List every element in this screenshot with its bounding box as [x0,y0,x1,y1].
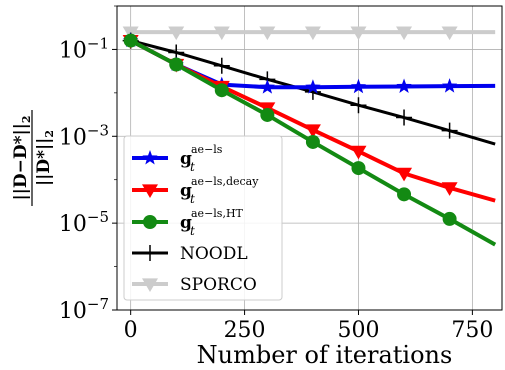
data-point-marker [350,26,367,41]
legend-label: g [180,213,192,233]
y-axis-label: ||D−D*||2||D*||2 [11,110,56,206]
series-g-2 [123,33,497,247]
data-point-marker [441,122,458,139]
y-tick-label: 10−5 [59,208,109,237]
x-tick-label: 250 [224,318,266,343]
data-point-marker [397,187,412,202]
data-point-marker [442,211,457,226]
legend-entry: SPORCO [132,275,257,295]
data-point-marker [442,78,458,93]
data-point-marker [441,182,458,196]
legend-marker [142,184,158,198]
legend-box [123,135,283,301]
legend-label-subscript: t [190,160,195,174]
data-point-marker [213,26,230,41]
legend-label: g [180,149,192,169]
data-point-marker [304,26,321,41]
legend-label: NOODL [180,244,248,264]
legend-entry: NOODL [132,244,248,264]
y-axis-ticks: 10−1 10−3 10−5 10−7 [59,5,117,324]
y-tick-label: 10−1 [59,34,109,63]
x-tick-label: 750 [451,318,493,343]
data-point-marker [168,26,185,41]
data-point-marker [350,78,367,94]
legend-label: g [180,181,192,201]
data-point-marker [396,109,413,126]
data-point-marker [396,167,413,182]
data-point-marker [305,134,320,149]
legend: gtae−lsgtae−ls,decaygtae−ls,HTNOODLSPORC… [123,135,283,301]
data-point-marker [214,83,229,98]
legend-entry: gt ae−ls,HT [132,207,244,238]
data-point-marker [441,26,458,41]
data-point-marker [259,79,275,94]
data-point-marker [213,57,230,74]
x-axis-label: Number of iterations [197,341,453,369]
legend-label-subscript: t [190,192,195,206]
legend-marker [142,150,158,165]
plot-frame [116,5,503,311]
series-layer [122,26,497,247]
x-axis-ticks: 0 250 500 750 [124,310,493,343]
y-axis-label-denominator: ||D*||2 [34,130,56,186]
legend-entry: gt ae−ls [132,143,223,174]
y-axis-label-numerator: ||D−D*||2 [11,115,33,200]
data-point-marker [123,33,138,48]
legend-label-superscript: ae−ls [191,143,223,156]
data-point-marker [259,26,276,41]
y-tick-label: 10−7 [59,295,109,324]
legend-label-superscript: ae−ls,HT [191,207,244,220]
data-point-marker [304,124,321,138]
x-tick-label: 500 [337,318,379,343]
x-tick-label: 0 [124,318,138,343]
data-point-marker [396,26,413,41]
data-point-marker [305,79,321,94]
legend-entry: gt ae−ls,decay [132,175,259,206]
data-point-marker [260,107,275,122]
data-point-marker [351,161,366,176]
legend-label: SPORCO [180,275,257,295]
data-point-marker [169,57,184,72]
data-point-marker [350,97,367,114]
data-point-marker [396,78,412,93]
series-sporco-4 [122,26,496,41]
legend-marker [142,278,158,292]
y-tick-label: 10−3 [59,121,109,150]
legend-marker [142,245,158,261]
legend-marker [143,215,157,229]
data-point-marker [350,145,367,160]
legend-label-subscript: t [190,224,195,238]
legend-label-superscript: ae−ls,decay [191,175,259,188]
